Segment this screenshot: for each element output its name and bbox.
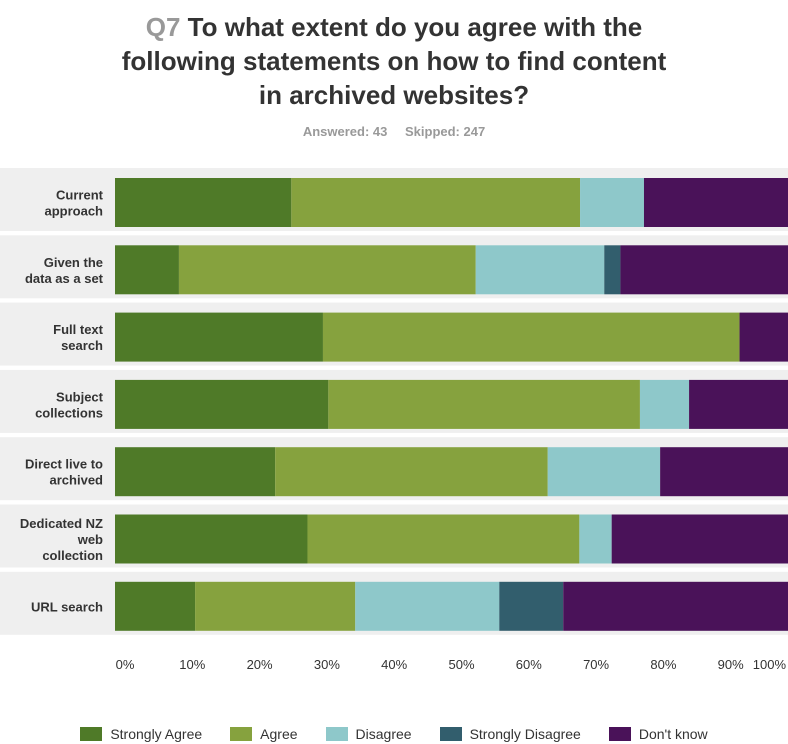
legend-item: Don't know [608,724,708,744]
x-tick-label: 20% [247,657,273,672]
legend-label: Strongly Disagree [469,726,581,742]
legend-item: Disagree [325,724,412,744]
bar-segment [643,178,788,227]
bar-segment [579,514,612,564]
bar-segment [580,178,644,227]
category-label: search [61,338,103,353]
category-label: Given the [44,255,103,270]
bar-segment [307,514,580,564]
bar-segment [689,379,788,429]
bar-segment [115,447,276,497]
legend-label: Agree [260,726,298,742]
legend-item: Strongly Agree [80,724,202,744]
category-label: URL search [31,599,103,614]
x-tick-label: 100% [753,657,787,672]
legend-item: Strongly Disagree [439,724,581,744]
x-tick-label: 0% [116,657,135,672]
bar-segment [620,245,788,295]
category-label: web [77,532,103,547]
bar-segment [355,581,500,631]
bar-segment [475,245,605,295]
skipped-count: Skipped: 247 [404,124,486,139]
x-tick-label: 60% [516,657,542,672]
legend-swatch [439,727,462,741]
legend-label: Don't know [638,726,708,742]
bar-segment [291,178,581,227]
title-line-3: in archived websites? [258,80,530,110]
category-label: Subject [56,389,104,404]
bar-segment [660,447,788,497]
bar-segment [639,379,690,429]
chart-title: Q7 To what extent do you agree with the … [0,10,788,112]
category-label: archived [50,473,104,488]
bar-segment [322,312,740,362]
legend-swatch [230,727,253,741]
legend-swatch [608,727,631,741]
title-line-2: following statements on how to find cont… [121,46,667,76]
bar-segment [115,178,292,227]
category-label: collections [35,405,103,420]
bar-segment [195,581,356,631]
category-label: Current [56,188,104,203]
x-tick-label: 50% [448,657,474,672]
category-label: collection [42,548,103,563]
bar-segment [604,245,621,295]
legend-swatch [325,727,348,741]
bar-segment [115,514,308,564]
legend-swatch [80,727,103,741]
question-number: Q7 [145,12,181,42]
legend-item: Agree [230,724,298,744]
response-stats: Answered: 43 Skipped: 247 [0,124,788,139]
category-label: data as a set [25,271,104,286]
bar-segment [115,312,323,362]
category-label: Direct live to [25,457,103,472]
chart-legend: Strongly Agree Agree Disagree Strongly Disa… [0,724,788,744]
legend-label: Disagree [355,726,412,742]
category-label: Dedicated NZ [20,516,103,531]
x-tick-label: 70% [583,657,609,672]
legend-label: Strongly Agree [110,726,203,742]
x-tick-label: 10% [179,657,205,672]
x-tick-label: 80% [650,657,676,672]
category-label: approach [44,204,103,219]
bar-segment [611,514,788,564]
x-tick-label: 90% [718,657,744,672]
bar-segment [178,245,476,295]
bar-segment [275,447,548,497]
title-text-1: To what extent do you agree with the [187,12,643,42]
x-tick-label: 30% [314,657,340,672]
bar-segment [547,447,661,497]
answered-count: Answered: 43 [302,124,388,139]
bar-segment [328,379,640,429]
x-tick-label: 40% [381,657,407,672]
bar-segment [563,581,788,631]
category-label: Full text [53,322,104,337]
bar-segment [115,379,329,429]
bar-segment [739,312,788,362]
bar-segment [499,581,564,631]
title-line-1: Q7 To what extent do you agree with the [0,10,788,44]
bar-segment [115,581,196,631]
bar-segment [115,245,179,295]
